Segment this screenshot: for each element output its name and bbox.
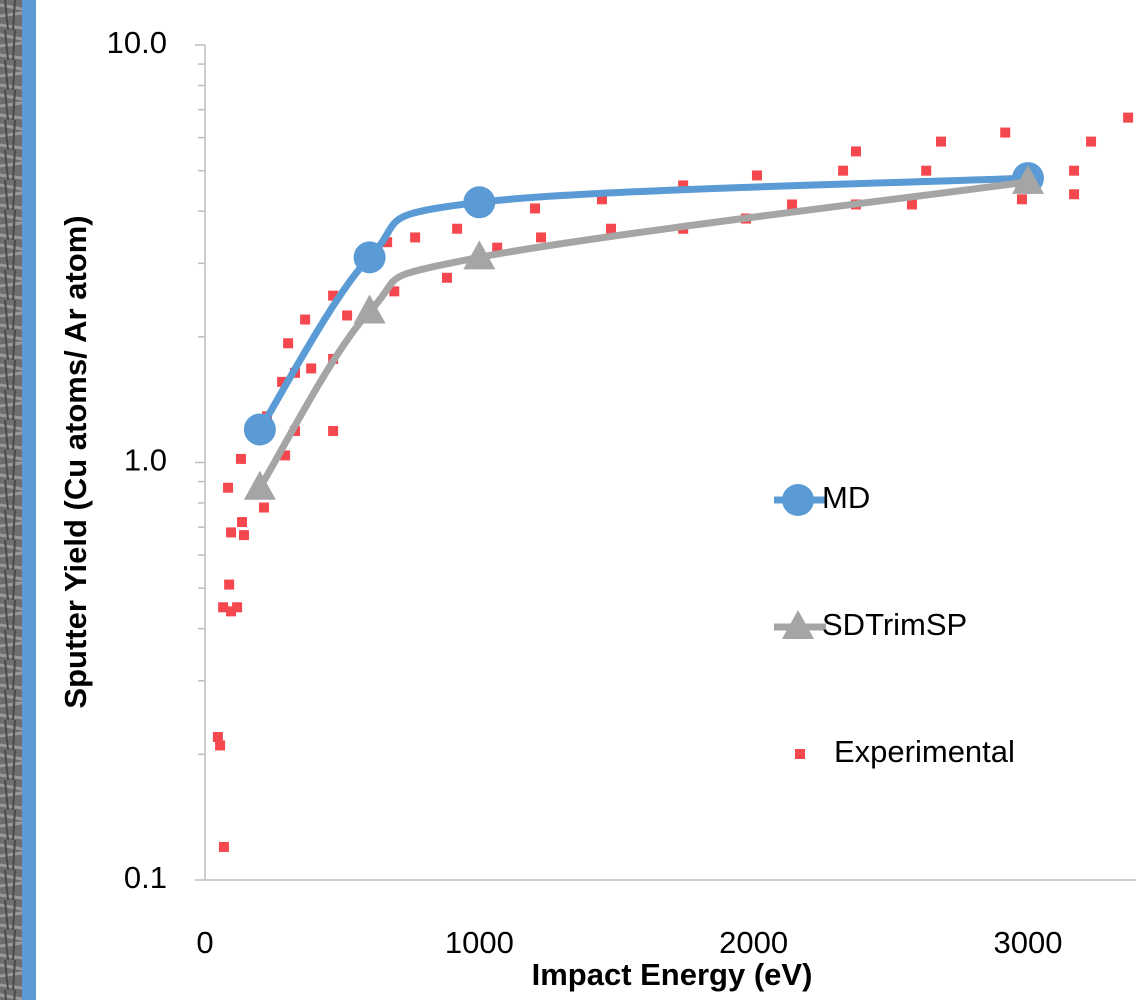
data-point: [215, 740, 226, 751]
x-tick-label: 1000: [445, 925, 514, 960]
data-point: [441, 272, 452, 283]
series-line: [256, 178, 1032, 492]
data-point: [283, 338, 294, 349]
legend-item: MD: [774, 480, 870, 516]
series-2: [212, 112, 1134, 852]
data-point: [237, 517, 248, 528]
data-point: [936, 136, 947, 147]
data-point: [238, 530, 249, 541]
y-axis-title: Sputter Yield (Cu atoms/ Ar atom): [58, 215, 93, 708]
data-point: [277, 376, 288, 387]
data-point: [850, 146, 861, 157]
data-point: [1086, 136, 1097, 147]
legend-marker: [782, 484, 814, 516]
y-tick-label: 10.0: [107, 25, 167, 60]
data-point: [226, 527, 237, 538]
data-point: [1016, 194, 1027, 205]
data-point: [243, 413, 276, 446]
data-point: [258, 502, 269, 513]
data-point: [530, 203, 541, 214]
data-point: [1123, 112, 1134, 123]
legend-marker: [795, 749, 805, 759]
data-point: [342, 310, 353, 321]
data-point: [787, 199, 798, 210]
y-tick-label: 0.1: [124, 860, 167, 895]
legend-label: Experimental: [834, 734, 1015, 769]
data-point: [300, 314, 311, 325]
data-point: [1069, 165, 1080, 176]
x-axis-title: Impact Energy (eV): [532, 957, 813, 992]
legend-item: Experimental: [795, 734, 1015, 769]
data-point: [328, 290, 339, 301]
data-point: [212, 732, 223, 743]
series-line: [256, 174, 1032, 433]
data-point: [218, 841, 229, 852]
data-point: [452, 223, 463, 234]
legend-marker: [782, 610, 814, 639]
data-point: [1011, 164, 1044, 194]
x-tick-label: 3000: [994, 925, 1063, 960]
data-point: [235, 453, 246, 464]
legend-label: SDTrimSP: [822, 607, 967, 642]
data-point: [492, 242, 503, 253]
data-point: [921, 165, 932, 176]
y-tick-label: 1.0: [124, 443, 167, 478]
data-point: [1069, 189, 1080, 200]
x-tick-label: 2000: [719, 925, 788, 960]
series-1: [243, 164, 1044, 500]
data-point: [463, 240, 496, 270]
data-point: [463, 186, 496, 219]
data-point: [218, 602, 229, 613]
side-bar: [22, 0, 36, 1000]
data-point: [243, 470, 276, 500]
data-point: [751, 170, 762, 181]
data-point: [596, 194, 607, 205]
data-point: [410, 232, 421, 243]
side-texture: [0, 0, 22, 1000]
data-point: [838, 165, 849, 176]
data-point: [306, 363, 317, 374]
data-point: [678, 180, 689, 191]
data-point: [223, 482, 234, 493]
legend-item: SDTrimSP: [774, 607, 967, 642]
data-point: [226, 606, 237, 617]
data-point: [1000, 127, 1011, 138]
data-point: [353, 241, 386, 274]
data-point: [328, 425, 339, 436]
data-point: [224, 579, 235, 590]
data-point: [389, 286, 400, 297]
data-point: [353, 294, 386, 324]
data-point: [280, 450, 291, 461]
legend-label: MD: [822, 480, 870, 515]
data-point: [906, 199, 917, 210]
data-point: [536, 232, 547, 243]
series-0: [243, 162, 1044, 446]
data-point: [232, 602, 243, 613]
data-point: [606, 223, 617, 234]
x-tick-label: 0: [196, 925, 213, 960]
data-point: [382, 237, 393, 248]
